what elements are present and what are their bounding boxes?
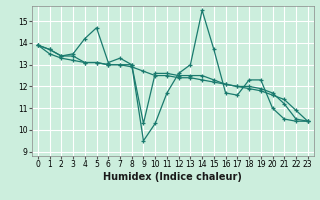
X-axis label: Humidex (Indice chaleur): Humidex (Indice chaleur) [103, 172, 242, 182]
